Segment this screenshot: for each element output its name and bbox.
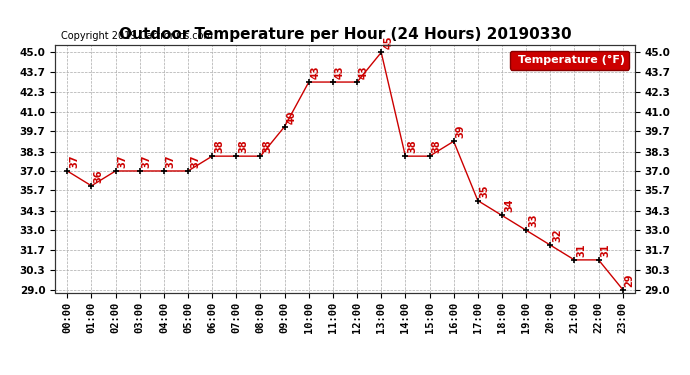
Text: 38: 38	[214, 140, 224, 153]
Text: 38: 38	[262, 140, 273, 153]
Text: 29: 29	[624, 273, 635, 286]
Text: Copyright 2019 Cartronics.com: Copyright 2019 Cartronics.com	[61, 32, 213, 41]
Text: 43: 43	[359, 66, 369, 79]
Text: 37: 37	[141, 154, 152, 168]
Text: 35: 35	[480, 184, 490, 198]
Text: 45: 45	[383, 36, 393, 50]
Text: 31: 31	[600, 243, 611, 257]
Text: 38: 38	[238, 140, 248, 153]
Text: 38: 38	[431, 140, 442, 153]
Text: 37: 37	[190, 154, 200, 168]
Text: 37: 37	[117, 154, 128, 168]
Title: Outdoor Temperature per Hour (24 Hours) 20190330: Outdoor Temperature per Hour (24 Hours) …	[119, 27, 571, 42]
Text: 38: 38	[407, 140, 417, 153]
Text: 31: 31	[576, 243, 586, 257]
Legend: Temperature (°F): Temperature (°F)	[510, 51, 629, 69]
Text: 43: 43	[310, 66, 321, 79]
Text: 43: 43	[335, 66, 345, 79]
Text: 33: 33	[528, 214, 538, 227]
Text: 37: 37	[166, 154, 176, 168]
Text: 37: 37	[69, 154, 79, 168]
Text: 36: 36	[93, 170, 104, 183]
Text: 34: 34	[504, 199, 514, 213]
Text: 32: 32	[552, 229, 562, 242]
Text: 40: 40	[286, 110, 297, 123]
Text: 39: 39	[455, 125, 466, 138]
